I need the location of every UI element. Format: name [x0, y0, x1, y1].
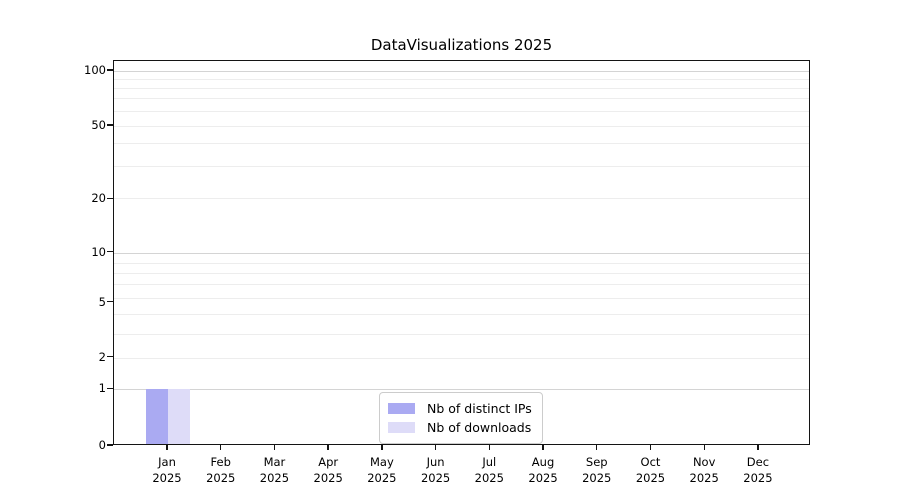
x-tick-mark: [596, 445, 598, 450]
legend-row-downloads: Nb of downloads: [388, 418, 532, 437]
gridline-minor: [114, 357, 809, 359]
y-tick-mark: [107, 387, 113, 389]
chart-title: DataVisualizations 2025: [370, 36, 553, 54]
legend-label-downloads: Nb of downloads: [427, 420, 532, 435]
y-tick-mark: [107, 356, 113, 358]
gridline-minor: [114, 126, 809, 127]
x-tick-label: Feb 2025: [206, 455, 236, 485]
x-tick-mark: [488, 445, 490, 450]
x-tick-mark: [220, 445, 222, 450]
x-tick-mark: [327, 445, 329, 450]
gridline-minor: [114, 166, 809, 167]
bar-downloads: [168, 389, 191, 445]
gridline-minor: [114, 284, 809, 286]
gridline-major: [114, 71, 809, 72]
x-tick-label: Dec 2025: [743, 455, 773, 485]
y-tick-label: 1: [98, 381, 106, 396]
x-tick-label: May 2025: [367, 455, 397, 485]
legend-swatch-distinct-ips: [388, 403, 415, 414]
gridline-minor: [114, 262, 809, 264]
y-tick-label: 10: [91, 244, 106, 259]
legend-label-distinct-ips: Nb of distinct IPs: [427, 401, 532, 416]
x-tick-mark: [649, 445, 652, 450]
x-tick-mark: [542, 445, 544, 450]
x-tick-label: Jun 2025: [420, 455, 451, 485]
gridline-minor: [114, 314, 809, 316]
y-tick-label: 20: [91, 191, 106, 206]
y-tick-mark: [107, 69, 113, 71]
y-tick-label: 100: [84, 63, 106, 77]
x-tick-label: Aug 2025: [528, 455, 558, 485]
gridline-major: [114, 389, 809, 391]
x-tick-mark: [757, 445, 759, 450]
legend-row-distinct-ips: Nb of distinct IPs: [388, 399, 532, 418]
y-tick-mark: [107, 251, 113, 253]
x-tick-label: Jul 2025: [474, 455, 504, 485]
y-tick-mark: [107, 444, 113, 446]
gridline-minor: [114, 272, 809, 274]
x-tick-mark: [381, 445, 383, 450]
y-tick-label: 5: [98, 294, 106, 309]
plot-area: Nb of distinct IPs Nb of downloads: [113, 60, 810, 445]
x-tick-label: Mar 2025: [259, 455, 290, 485]
x-tick-label: Sep 2025: [582, 455, 612, 485]
x-tick-mark: [166, 445, 168, 450]
x-tick-label: Oct 2025: [635, 455, 666, 485]
x-tick-label: Nov 2025: [689, 455, 719, 485]
y-tick-label: 2: [98, 349, 106, 364]
gridline-minor: [114, 198, 809, 200]
gridline-minor: [114, 143, 809, 144]
y-tick-label: 50: [91, 118, 106, 132]
x-tick-mark: [703, 445, 705, 450]
legend-swatch-downloads: [388, 422, 415, 433]
x-tick-mark: [434, 445, 437, 450]
y-tick-mark: [107, 124, 113, 126]
y-tick-label: 0: [98, 438, 106, 452]
gridline-major: [114, 252, 809, 254]
gridline-minor: [114, 98, 809, 99]
y-tick-mark: [107, 197, 113, 199]
gridline-minor: [114, 334, 809, 336]
y-tick-mark: [107, 301, 113, 303]
legend: Nb of distinct IPs Nb of downloads: [379, 392, 543, 444]
x-tick-label: Apr 2025: [313, 455, 343, 485]
gridline-minor: [114, 79, 809, 80]
bar-distinct-ips: [145, 389, 168, 445]
gridline-minor: [114, 297, 809, 299]
x-tick-mark: [273, 445, 276, 450]
gridline-minor: [114, 111, 809, 112]
gridline-minor: [114, 88, 809, 89]
x-tick-label: Jan 2025: [152, 455, 182, 485]
